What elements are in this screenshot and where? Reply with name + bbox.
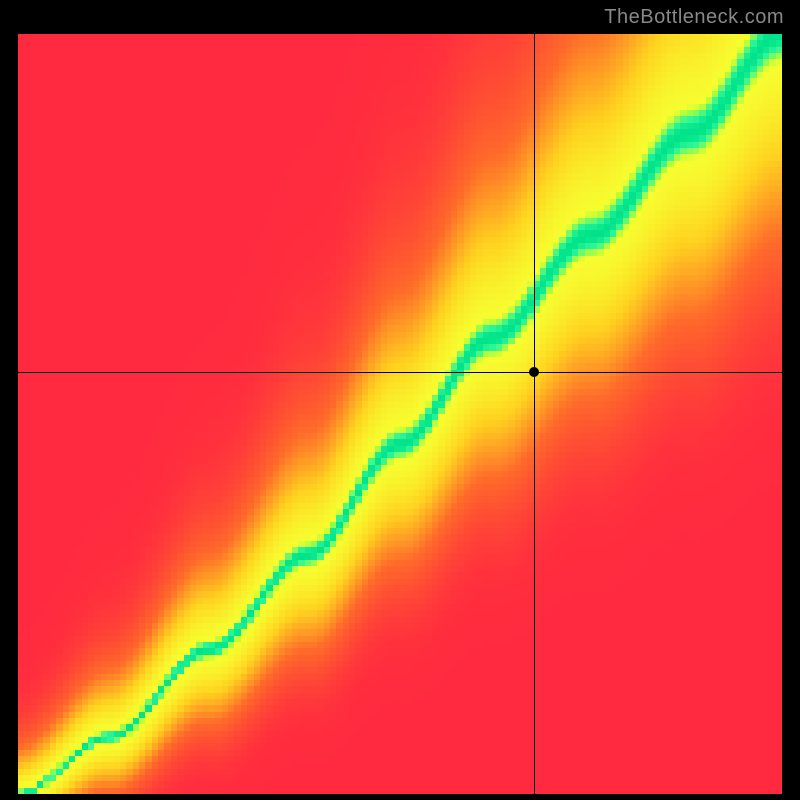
plot-area — [18, 34, 782, 794]
heatmap-canvas — [18, 34, 782, 794]
crosshair-marker — [529, 367, 539, 377]
watermark-text: TheBottleneck.com — [604, 6, 784, 29]
crosshair-vertical — [534, 34, 535, 794]
crosshair-horizontal — [18, 372, 782, 373]
